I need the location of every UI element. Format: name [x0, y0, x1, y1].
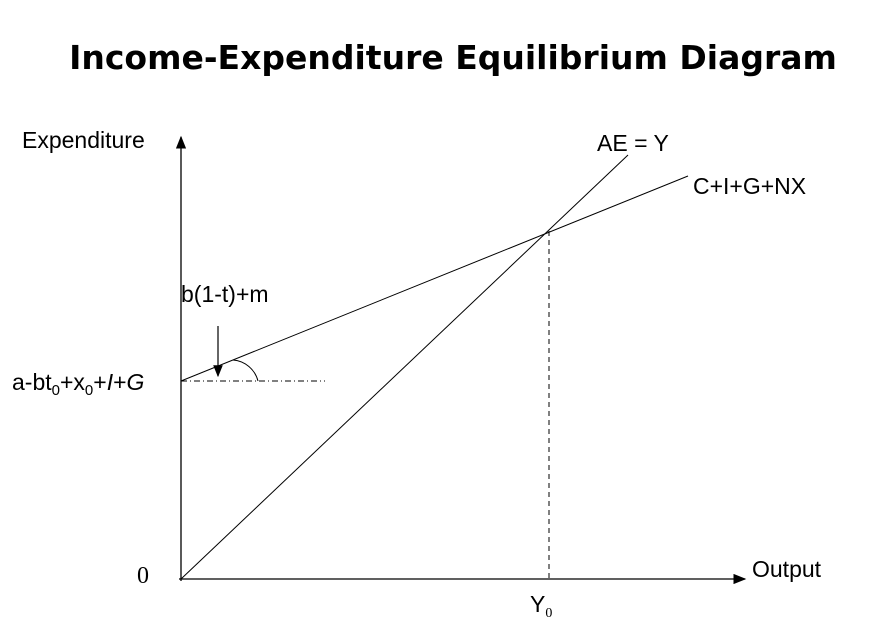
label-part: a-bt [12, 369, 52, 395]
label-part: G [127, 369, 145, 395]
cign-label: C+I+G+NX [693, 173, 806, 199]
x-axis-label: Output [752, 556, 822, 582]
y-axis-label: Expenditure [22, 127, 145, 153]
cign-line [180, 175, 689, 382]
label-part: 0 [85, 382, 93, 399]
label-part: 0 [545, 606, 552, 621]
slope-label: b(1-t)+m [181, 281, 269, 307]
label-part: 0 [52, 382, 60, 399]
label-part: + [113, 369, 126, 395]
label-part: +x [60, 369, 85, 395]
ae-line [180, 154, 629, 580]
intercept-label: a-bt0+x0+I+G [12, 369, 144, 399]
ae-label: AE = Y [597, 130, 669, 156]
label-part: Y [530, 591, 545, 617]
equilibrium-label: Y0 [530, 591, 552, 621]
label-part: I [107, 369, 114, 395]
slope-arc [232, 359, 259, 382]
origin-label: 0 [137, 563, 149, 589]
label-part: + [93, 369, 106, 395]
title: Income-Expenditure Equilibrium Diagram [69, 38, 837, 77]
